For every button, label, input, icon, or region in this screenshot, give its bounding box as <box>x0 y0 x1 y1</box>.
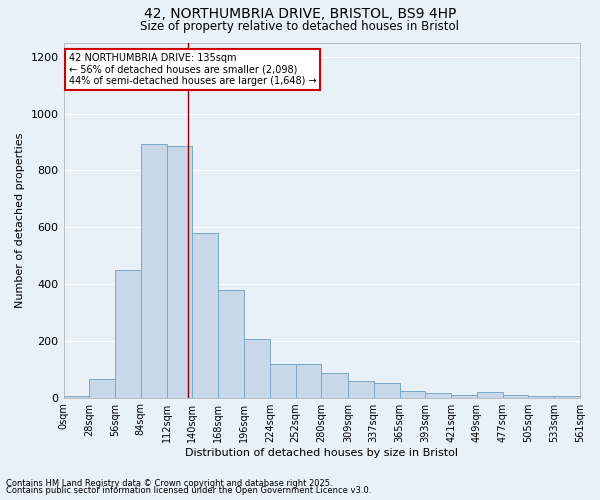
Text: Size of property relative to detached houses in Bristol: Size of property relative to detached ho… <box>140 20 460 33</box>
Bar <box>141 144 167 398</box>
Bar <box>270 364 296 398</box>
Bar <box>348 381 374 398</box>
Bar <box>477 392 503 398</box>
Y-axis label: Number of detached properties: Number of detached properties <box>15 132 25 308</box>
Bar <box>529 396 554 398</box>
Bar <box>64 396 89 398</box>
X-axis label: Distribution of detached houses by size in Bristol: Distribution of detached houses by size … <box>185 448 458 458</box>
Bar <box>451 394 477 398</box>
Bar <box>503 396 529 398</box>
Bar <box>296 364 322 398</box>
Text: 42, NORTHUMBRIA DRIVE, BRISTOL, BS9 4HP: 42, NORTHUMBRIA DRIVE, BRISTOL, BS9 4HP <box>144 8 456 22</box>
Bar <box>167 146 193 398</box>
Bar <box>244 340 270 398</box>
Text: Contains public sector information licensed under the Open Government Licence v3: Contains public sector information licen… <box>6 486 371 495</box>
Bar <box>374 383 400 398</box>
Text: 42 NORTHUMBRIA DRIVE: 135sqm
← 56% of detached houses are smaller (2,098)
44% of: 42 NORTHUMBRIA DRIVE: 135sqm ← 56% of de… <box>69 53 316 86</box>
Bar <box>218 290 244 398</box>
Bar <box>425 394 451 398</box>
Bar <box>89 379 115 398</box>
Bar <box>115 270 141 398</box>
Text: Contains HM Land Registry data © Crown copyright and database right 2025.: Contains HM Land Registry data © Crown c… <box>6 478 332 488</box>
Bar <box>322 374 348 398</box>
Bar <box>554 396 580 398</box>
Bar <box>193 232 218 398</box>
Bar <box>400 392 425 398</box>
